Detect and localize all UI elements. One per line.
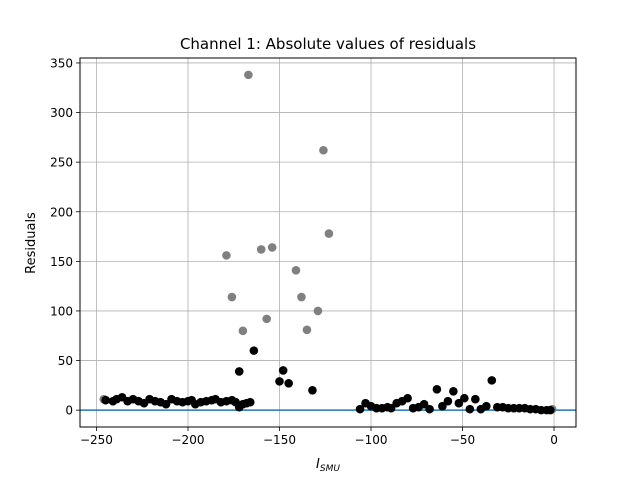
x-tick-label: −50: [450, 433, 475, 447]
y-tick-label: 150: [50, 255, 73, 269]
data-point: [438, 401, 447, 411]
data-point: [302, 325, 312, 335]
data-point: [244, 70, 253, 80]
data-point: [546, 405, 555, 415]
data-point: [471, 394, 480, 404]
x-tick-label: −100: [355, 433, 388, 447]
data-point: [291, 265, 301, 275]
data-point: [308, 385, 317, 395]
data-point: [234, 367, 244, 376]
data-point: [432, 385, 442, 394]
plot-area-frame: [79, 57, 577, 428]
data-point: [275, 377, 284, 386]
x-axis-label: ISMU: [316, 457, 340, 474]
data-point: [465, 404, 475, 414]
x-tick-label: −150: [263, 433, 296, 447]
data-point: [355, 404, 365, 414]
data-point: [297, 292, 306, 302]
y-tick-label: 100: [50, 304, 73, 318]
data-point: [249, 346, 259, 355]
x-axis-label-main: I: [316, 457, 320, 472]
x-tick-label: −250: [80, 433, 113, 447]
y-tick-label: 350: [50, 56, 73, 70]
data-point: [454, 398, 464, 408]
data-point: [460, 393, 469, 403]
x-axis-label-subscript: SMU: [320, 464, 340, 474]
data-point: [324, 229, 334, 238]
data-point: [319, 145, 328, 155]
y-tick-label: 300: [50, 106, 73, 120]
data-point: [403, 393, 412, 403]
y-tick-label: 200: [50, 205, 73, 219]
data-point: [161, 399, 171, 409]
data-point: [449, 386, 458, 396]
data-point: [313, 306, 323, 316]
data-point: [267, 243, 277, 252]
data-point: [386, 403, 396, 413]
x-tick-label: 0: [550, 433, 558, 447]
data-point: [222, 251, 231, 260]
data-point: [256, 245, 266, 254]
y-tick-label: 0: [65, 404, 73, 418]
data-point: [482, 401, 491, 411]
chart-title: Channel 1: Absolute values of residuals: [180, 35, 476, 53]
y-axis-label: Residuals: [24, 212, 39, 274]
data-point: [245, 397, 255, 407]
data-point: [284, 379, 293, 388]
data-point: [487, 376, 497, 385]
y-tick-label: 50: [58, 354, 73, 368]
ticks-layer: −250 −200 −150 −100 −50 0 0 50 100 150 200 250 300 35…: [50, 56, 558, 447]
data-point: [101, 395, 110, 405]
data-point: [425, 404, 434, 414]
data-point: [262, 314, 271, 324]
grid-layer: [80, 58, 576, 427]
data-point: [238, 326, 248, 336]
y-tick-label: 250: [50, 156, 73, 170]
data-point: [278, 366, 288, 375]
x-tick-label: −200: [172, 433, 205, 447]
data-point: [227, 292, 237, 302]
points-layer: [99, 70, 557, 415]
data-point: [443, 396, 453, 406]
data-point: [419, 399, 429, 409]
